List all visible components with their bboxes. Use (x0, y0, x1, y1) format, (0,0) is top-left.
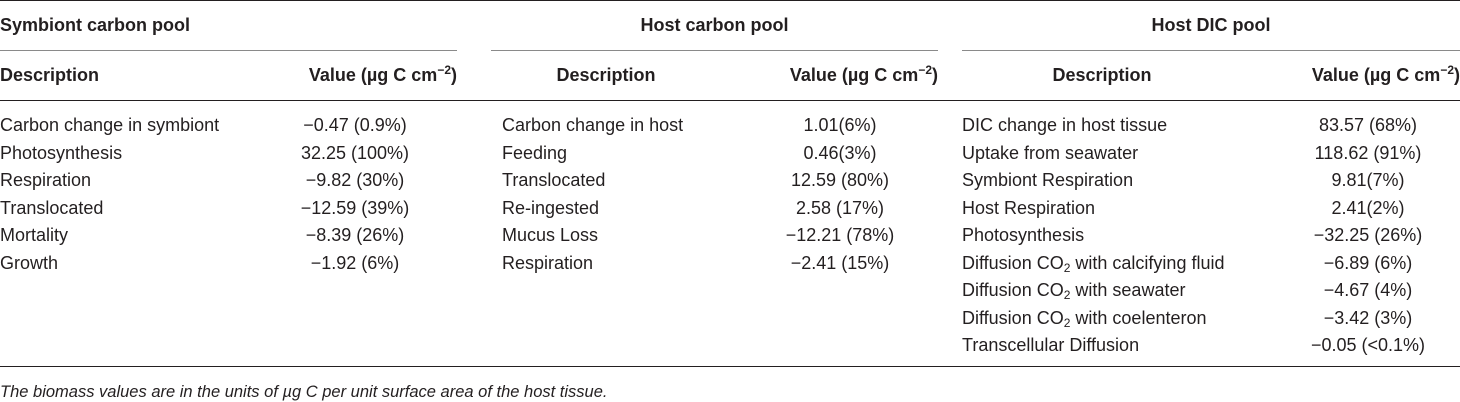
top-rule (0, 0, 1460, 1)
dic-value-column: 83.57 (68%) 118.62 (91%) 9.81(7%) 2.41(2… (1283, 112, 1453, 360)
symbiont-value-column: −0.47 (0.9%) 32.25 (100%) −9.82 (30%) −1… (265, 112, 445, 277)
table-row-desc: Host Respiration (962, 197, 1096, 218)
table-row-value: −32.25 (26%) (1313, 225, 1423, 245)
table-footnote: The biomass values are in the units of µ… (0, 383, 608, 401)
table-row-value: 1.01(6%) (803, 115, 877, 135)
bottom-rule (0, 366, 1460, 367)
table-row-value: 0.46(3%) (803, 142, 877, 163)
group-title-host: Host carbon pool (640, 15, 789, 35)
table-row-value: 2.41(2%) (1331, 197, 1405, 218)
table-row-desc: Photosynthesis (962, 225, 1085, 245)
table-row-desc: Carbon change in symbiont (0, 115, 220, 135)
table-row-desc: Transcellular Diffusion (962, 335, 1140, 355)
table-row-desc: Translocated (502, 170, 606, 190)
table-row-desc: Uptake from seawater (962, 142, 1139, 163)
col-header-value-symbiont: Value (µg C cm−2) (308, 63, 457, 85)
table-row-desc: Mucus Loss (502, 225, 599, 245)
col-header-desc-symbiont: Description (0, 65, 100, 85)
col-header-value-dic: Value (µg C cm−2) (1311, 63, 1460, 85)
table-row-value: 32.25 (100%) (300, 142, 410, 163)
table-row-value: −0.05 (<0.1%) (1310, 335, 1426, 355)
col-header-value-host: Value (µg C cm−2) (789, 63, 938, 85)
table-row-desc: Symbiont Respiration (962, 170, 1134, 190)
table-row-desc: Feeding (502, 142, 568, 163)
table-row-value: −12.59 (39%) (300, 197, 410, 218)
table-row-value: −0.47 (0.9%) (303, 115, 407, 135)
table-row-value: −4.67 (4%) (1323, 280, 1413, 300)
table-row-desc: Respiration (502, 252, 594, 273)
col-header-desc-host: Description (556, 65, 656, 85)
table-row-desc: Mortality (0, 225, 69, 245)
table-row-desc: Re-ingested (502, 197, 600, 218)
group-title-symbiont: Symbiont carbon pool (0, 15, 191, 35)
host-value-column: 1.01(6%) 0.46(3%) 12.59 (80%) 2.58 (17%)… (760, 112, 920, 277)
table-row-desc: Diffusion CO2 with seawater (962, 280, 1186, 302)
table-row-value: 2.58 (17%) (795, 197, 885, 218)
table-row-value: −2.41 (15%) (790, 252, 890, 273)
header-rule (0, 100, 1460, 101)
table-row-desc: Translocated (0, 197, 104, 218)
table-row-desc: Photosynthesis (0, 142, 123, 163)
col-header-desc-dic: Description (1052, 65, 1152, 85)
table-row-desc: Diffusion CO2 with calcifying fluid (962, 252, 1225, 275)
group-underline-symbiont (0, 50, 457, 51)
table-row-value: 9.81(7%) (1331, 170, 1405, 190)
table-row-value: 83.57 (68%) (1318, 115, 1418, 135)
group-underline-dic (962, 50, 1460, 51)
table-row-desc: Diffusion CO2 with coelenteron (962, 307, 1207, 330)
table-row-value: 118.62 (91%) (1314, 142, 1422, 163)
table-row-value: −3.42 (3%) (1323, 307, 1413, 328)
symbiont-desc-column: Carbon change in symbiont Photosynthesis… (0, 112, 219, 277)
table-row-desc: DIC change in host tissue (962, 115, 1168, 135)
group-title-dic: Host DIC pool (1151, 15, 1271, 35)
table-row-value: −9.82 (30%) (305, 170, 405, 190)
group-underline-host (491, 50, 938, 51)
table-row-desc: Carbon change in host (502, 115, 684, 135)
table-row-value: −12.21 (78%) (785, 225, 895, 245)
table-row-value: 12.59 (80%) (790, 170, 890, 190)
host-desc-column: Carbon change in host Feeding Translocat… (502, 112, 683, 277)
table-row-desc: Growth (0, 252, 59, 273)
table-row-desc: Respiration (0, 170, 92, 190)
table-row-value: −6.89 (6%) (1323, 252, 1413, 273)
dic-desc-column: DIC change in host tissue Uptake from se… (962, 112, 1224, 360)
table-row-value: −1.92 (6%) (310, 252, 400, 273)
table-row-value: −8.39 (26%) (305, 225, 405, 245)
